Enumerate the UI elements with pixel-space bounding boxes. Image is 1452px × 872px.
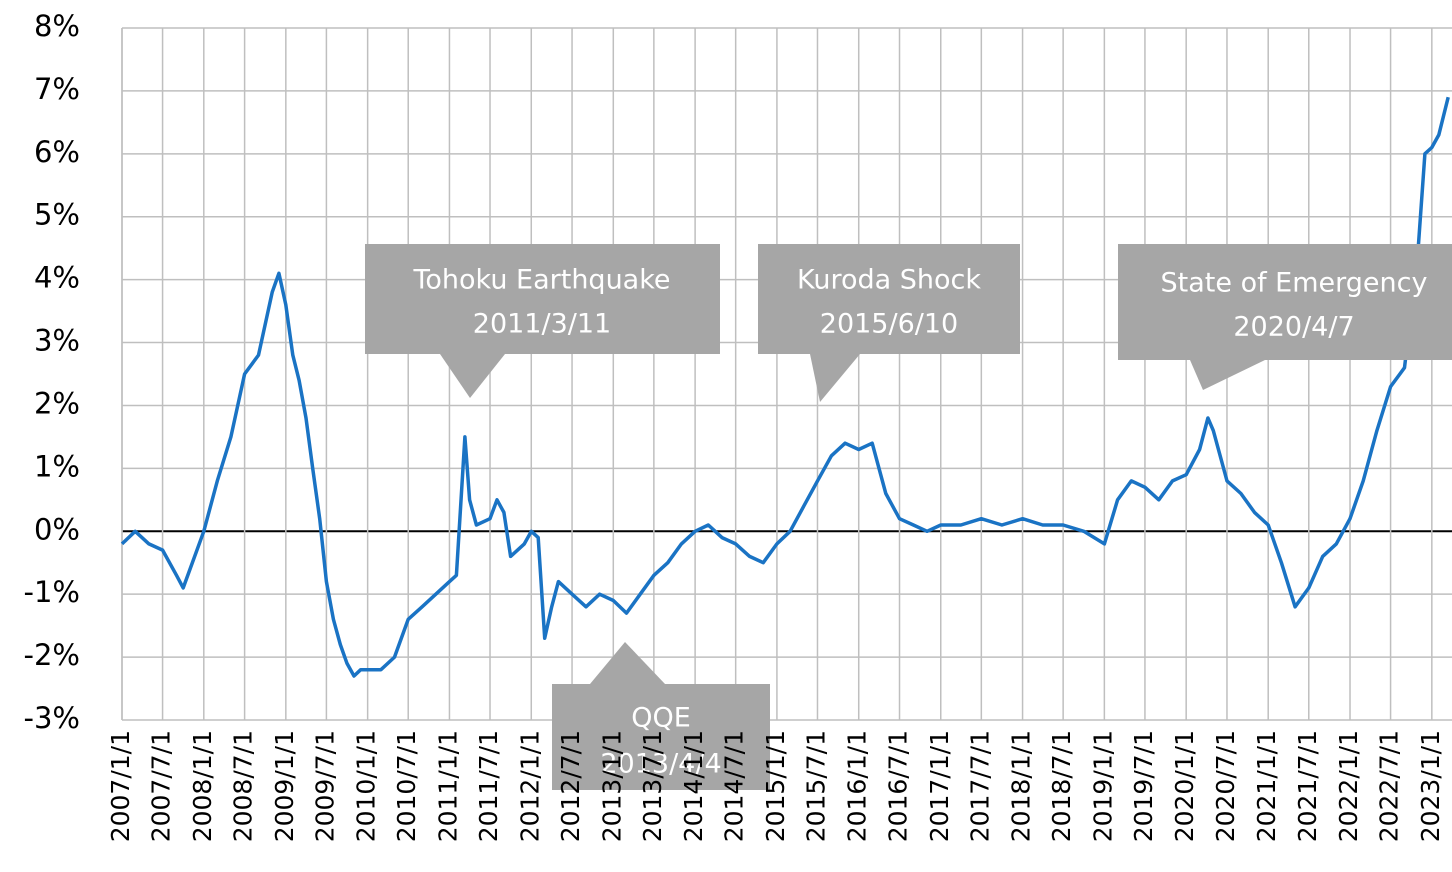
y-tick-label: 3% bbox=[34, 324, 80, 358]
x-tick-label: 2019/7/1 bbox=[1129, 730, 1158, 842]
x-tick-label: 2009/7/1 bbox=[310, 730, 339, 842]
callout-pointer bbox=[810, 354, 860, 402]
callout-pointer bbox=[1190, 360, 1265, 390]
grid bbox=[121, 27, 1452, 721]
x-tick-label: 2013/1/1 bbox=[597, 730, 626, 842]
x-tick-label: 2016/1/1 bbox=[843, 730, 872, 842]
plot bbox=[120, 96, 1450, 678]
annotation-date: 2013/4/4 bbox=[600, 749, 721, 780]
x-tick-label: 2011/7/1 bbox=[474, 730, 503, 842]
callout-box bbox=[758, 244, 1020, 354]
callout-box bbox=[552, 684, 770, 790]
y-tick-label: -2% bbox=[24, 638, 80, 672]
annotation-date: 2020/4/7 bbox=[1233, 312, 1354, 343]
x-tick-label: 2023/1/1 bbox=[1416, 730, 1445, 842]
x-tick-label: 2018/7/1 bbox=[1047, 730, 1076, 842]
callout-pointer bbox=[590, 642, 665, 684]
x-tick-label: 2009/1/1 bbox=[270, 730, 299, 842]
x-tick-label: 2017/1/1 bbox=[925, 730, 954, 842]
x-tick-label: 2015/7/1 bbox=[801, 730, 830, 842]
y-tick-label: 6% bbox=[34, 135, 80, 169]
x-tick-label: 2015/1/1 bbox=[761, 730, 790, 842]
x-tick-label: 2012/7/1 bbox=[556, 730, 585, 842]
x-tick-label: 2013/7/1 bbox=[638, 730, 667, 842]
y-tick-label: 5% bbox=[34, 198, 80, 232]
annotation-date: 2015/6/10 bbox=[820, 309, 958, 340]
y-tick-label: 1% bbox=[34, 449, 80, 483]
annotation-text: QQE bbox=[631, 703, 691, 734]
callout-box bbox=[1118, 244, 1452, 360]
x-tick-label: 2020/1/1 bbox=[1170, 730, 1199, 842]
series-line bbox=[120, 96, 1450, 678]
annotation-text: Tohoku Earthquake bbox=[412, 265, 670, 296]
callout: State of Emergency 2020/4/7 bbox=[1118, 244, 1452, 390]
x-tick-label: 2010/7/1 bbox=[392, 730, 421, 842]
x-tick-label: 2008/1/1 bbox=[188, 730, 217, 842]
x-tick-label: 2016/7/1 bbox=[884, 730, 913, 842]
x-tick-label: 2018/1/1 bbox=[1007, 730, 1036, 842]
x-tick-label: 2022/1/1 bbox=[1334, 730, 1363, 842]
annotation-text: State of Emergency bbox=[1161, 268, 1428, 299]
callout: QQE 2013/4/4 bbox=[552, 642, 770, 790]
x-tick-label: 2007/1/1 bbox=[106, 730, 135, 842]
callout-box bbox=[365, 244, 720, 354]
y-tick-label: 4% bbox=[34, 261, 80, 295]
x-tick-label: 2012/1/1 bbox=[515, 730, 544, 842]
y-tick-label: 7% bbox=[34, 72, 80, 106]
callout: Tohoku Earthquake 2011/3/11 bbox=[365, 244, 720, 398]
x-tick-label: 2017/7/1 bbox=[965, 730, 994, 842]
y-tick-label: 8% bbox=[34, 9, 80, 43]
x-tick-label: 2014/1/1 bbox=[679, 730, 708, 842]
y-tick-label: -3% bbox=[24, 701, 80, 735]
x-tick-label: 2019/1/1 bbox=[1088, 730, 1117, 842]
x-tick-label: 2010/1/1 bbox=[352, 730, 381, 842]
x-tick-label: 2021/7/1 bbox=[1293, 730, 1322, 842]
x-tick-label: 2021/1/1 bbox=[1252, 730, 1281, 842]
x-tick-label: 2020/7/1 bbox=[1211, 730, 1240, 842]
callout: Kuroda Shock 2015/6/10 bbox=[758, 244, 1020, 402]
x-tick-label: 2014/7/1 bbox=[720, 730, 749, 842]
x-tick-label: 2007/7/1 bbox=[147, 730, 176, 842]
x-tick-label: 2022/7/1 bbox=[1375, 730, 1404, 842]
y-tick-label: 0% bbox=[34, 512, 80, 546]
x-tick-label: 2011/1/1 bbox=[433, 730, 462, 842]
y-tick-label: 2% bbox=[34, 386, 80, 420]
callout-pointer bbox=[440, 354, 505, 398]
annotation-text: Kuroda Shock bbox=[797, 265, 981, 296]
x-tick-label: 2008/7/1 bbox=[229, 730, 258, 842]
y-tick-label: -1% bbox=[24, 575, 80, 609]
annotation-date: 2011/3/11 bbox=[473, 309, 611, 340]
